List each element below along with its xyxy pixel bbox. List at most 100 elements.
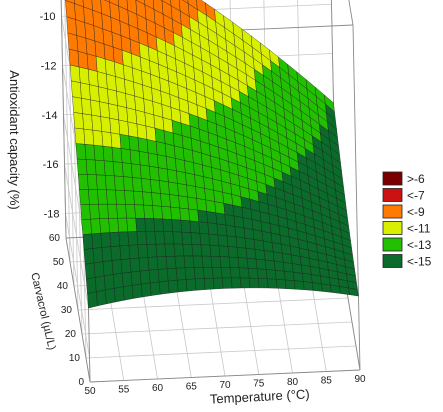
surface-cell xyxy=(200,233,210,245)
surface-cell xyxy=(157,155,167,170)
surface-cell xyxy=(205,188,215,201)
surface-cell xyxy=(204,177,214,191)
surface-cell xyxy=(147,244,157,257)
surface-cell xyxy=(164,232,174,245)
surface-cell xyxy=(193,163,203,177)
legend-swatch xyxy=(383,255,402,268)
surface-cell xyxy=(173,232,183,244)
surface-cell xyxy=(141,178,151,192)
surface-cell xyxy=(128,232,138,246)
surface-cell xyxy=(138,138,148,153)
surface-cell xyxy=(293,272,303,281)
surface-cell xyxy=(122,163,132,178)
surface-cell xyxy=(339,286,349,294)
surface-cell xyxy=(121,259,131,274)
surface-cell xyxy=(198,210,208,223)
surface-cell xyxy=(96,290,106,306)
surface-cell xyxy=(96,56,106,74)
surface-cell xyxy=(206,200,216,213)
surface-cell xyxy=(209,234,219,246)
surface-cell xyxy=(147,140,157,155)
surface-cell xyxy=(245,238,255,249)
surface-cell xyxy=(236,237,246,248)
surface-cell xyxy=(187,185,197,199)
surface-cell xyxy=(101,233,111,248)
surface-cell xyxy=(87,54,97,72)
surface-cell xyxy=(96,175,106,190)
surface-cell xyxy=(238,258,248,269)
surface-cell xyxy=(276,279,286,288)
surface-cell xyxy=(199,222,209,234)
surface-cell xyxy=(104,161,114,176)
surface-cell xyxy=(146,231,156,244)
surface-cell xyxy=(154,219,164,232)
surface-cell xyxy=(159,281,169,294)
surface-cell xyxy=(273,252,283,262)
z-tick-label: -12 xyxy=(41,61,57,73)
surface-cell xyxy=(253,230,263,242)
surface-cell xyxy=(240,278,250,288)
surface-cell xyxy=(135,205,145,219)
surface-cell xyxy=(246,248,256,259)
surface-cell xyxy=(166,156,176,171)
z-tick-label: -16 xyxy=(43,159,59,171)
surface-cell xyxy=(215,202,225,215)
z-tick-label: -10 xyxy=(40,11,56,23)
surface-cell xyxy=(254,240,264,251)
surface-cell xyxy=(146,126,156,142)
surface-cell xyxy=(190,221,200,233)
surface-cell xyxy=(257,269,267,279)
y-tick-label: 30 xyxy=(61,305,73,316)
surface-cell xyxy=(83,234,93,250)
x-tick-label: 60 xyxy=(152,383,164,394)
surface-cell xyxy=(174,244,184,256)
surface-cell xyxy=(78,51,88,69)
surface-cell xyxy=(239,268,249,278)
surface-cell xyxy=(115,77,125,94)
surface-cell xyxy=(130,258,140,272)
surface-cell xyxy=(97,190,107,205)
surface-cell xyxy=(124,191,134,205)
surface-cell xyxy=(188,197,198,210)
surface-cell xyxy=(213,278,223,289)
surface-cell xyxy=(183,244,193,256)
surface-cell xyxy=(72,97,82,114)
surface-cell xyxy=(176,268,186,280)
surface-cell xyxy=(168,182,178,196)
surface-cell xyxy=(83,114,93,131)
surface-cell xyxy=(71,81,81,98)
surface-cell xyxy=(112,260,122,275)
surface-cell xyxy=(131,271,141,285)
surface-cell xyxy=(155,231,165,244)
surface-cell xyxy=(68,33,78,51)
surface-cell xyxy=(267,279,277,289)
surface-cell xyxy=(264,251,274,262)
surface-cell xyxy=(158,168,168,182)
surface-cell xyxy=(114,287,124,302)
surface-cell xyxy=(274,261,284,271)
legend-label: <-13 xyxy=(407,238,432,252)
surface-cell xyxy=(132,284,142,298)
surface-cell xyxy=(282,253,292,263)
surface-cell xyxy=(81,204,91,219)
surface-cell xyxy=(111,246,121,261)
surface-cell xyxy=(320,276,330,285)
surface-cell xyxy=(85,263,95,279)
surface-cell xyxy=(121,149,131,164)
surface-cell xyxy=(79,67,89,85)
legend-swatch xyxy=(383,205,402,218)
surface-cell xyxy=(149,166,159,180)
surface-cell xyxy=(106,74,116,91)
surface-cell xyxy=(224,203,234,216)
surface-cell xyxy=(78,174,88,189)
surface-cell xyxy=(105,288,115,304)
surface-cell xyxy=(195,279,205,291)
surface-cell xyxy=(172,220,182,233)
surface-cell xyxy=(130,150,140,165)
surface-cell xyxy=(263,241,273,252)
surface-cell xyxy=(302,273,312,282)
surface-cell xyxy=(174,146,184,161)
x-tick-label: 50 xyxy=(84,386,96,397)
surface-cell xyxy=(99,204,109,219)
